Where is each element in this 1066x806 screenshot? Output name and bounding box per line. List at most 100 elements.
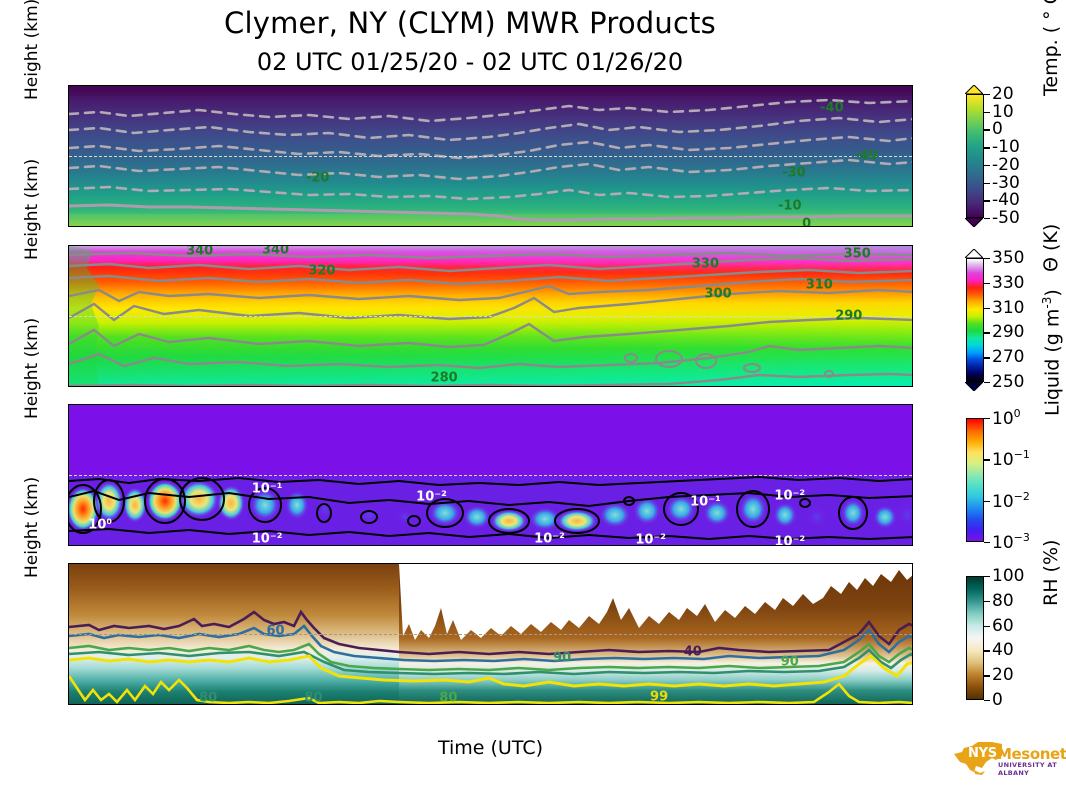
colorbar-temperature-min-arrow (965, 218, 984, 227)
colorbar-tick-label: -10 (992, 137, 1020, 158)
colorbar-tick-mark (984, 282, 990, 285)
colorbar-tick-mark (984, 218, 990, 220)
contour-label: 90 (553, 650, 572, 666)
x-tick-mark (812, 704, 814, 705)
colorbar-tick-mark (984, 576, 990, 578)
colorbar-tick-mark (984, 164, 990, 167)
colorbar-tick-mark (984, 147, 990, 149)
logo-nys-text: NYS (968, 746, 997, 761)
colorbar-tick-mark (984, 650, 990, 652)
x-tick-mark (218, 704, 220, 705)
colorbar-tick-label: 80 (992, 590, 1014, 611)
y-axis-title-rh: Height (km) (22, 476, 42, 578)
x-tick-mark (515, 704, 517, 705)
y-axis-title-liquid: Height (km) (22, 317, 42, 419)
colorbar-tick-label: 10−2 (992, 489, 1030, 512)
panel-temperature: -40-40-30-20-100 10 5 0 (68, 85, 913, 227)
contour-label: 80 (199, 690, 218, 705)
x-tick-mark (440, 704, 442, 705)
page-title: Clymer, NY (CLYM) MWR Products (224, 6, 716, 40)
colorbar-tick-mark (984, 94, 990, 96)
contour-label: 60 (266, 623, 285, 639)
colorbar-tick-mark (984, 258, 990, 260)
colorbar-tick-label: 10 (992, 101, 1014, 122)
colorbar-tick-mark (984, 200, 990, 202)
colorbar-temperature-gradient (966, 94, 984, 218)
contour-label: -40 (853, 148, 878, 164)
contour-label: 99 (650, 689, 669, 705)
y-axis-title-theta: Height (km) (22, 158, 42, 260)
logo-university-text: UNIVERSITY AT ALBANY (998, 761, 1057, 777)
colorbar-tick-mark (984, 542, 990, 544)
contour-label: -10 (778, 198, 802, 214)
colorbar-tick-label: -30 (992, 172, 1020, 193)
rh-contour-labels: 60 40 90 90 80 80 80 99 (69, 564, 912, 704)
colorbar-theta-gradient (966, 258, 984, 382)
colorbar-tick-label: 20 (992, 665, 1014, 686)
contour-label: 10⁻¹ (251, 481, 283, 497)
colorbar-tick-mark (984, 500, 990, 503)
x-tick-mark (292, 704, 294, 705)
x-tick-mark (589, 704, 591, 705)
colorbar-tick-label: 0 (992, 119, 1003, 140)
colorbar-tick-label: 250 (992, 372, 1025, 392)
colorbar-temperature-max-arrow (965, 85, 984, 94)
reference-line-5km (69, 475, 912, 476)
contour-label: 10⁻² (774, 534, 806, 546)
colorbar-tick-mark (984, 332, 990, 334)
x-axis-title: Time (UTC) (437, 737, 544, 759)
contour-label: 80 (304, 690, 323, 705)
colorbar-tick-label: 40 (992, 640, 1014, 661)
colorbar-tick-mark (984, 625, 990, 627)
x-tick-mark (737, 704, 739, 705)
colorbar-tick-mark (984, 459, 990, 461)
contour-label: 90 (780, 654, 799, 670)
colorbar-rh: 100 80 60 40 20 0 (966, 566, 1024, 710)
page-subtitle: 02 UTC 01/25/20 - 02 UTC 01/26/20 (256, 48, 684, 76)
colorbar-tick-label: 290 (992, 322, 1025, 343)
x-tick-mark (69, 704, 71, 705)
colorbar-rh-title: RH (%) (1040, 539, 1062, 606)
contour-label: 350 (843, 246, 871, 262)
nys-mesonet-logo: NYS Mesonet UNIVERSITY AT ALBANY (952, 738, 1066, 778)
contour-label: 10⁻² (635, 532, 666, 546)
contour-label: 290 (835, 308, 863, 324)
new-york-state-shape-icon (954, 742, 1002, 775)
contour-label: 310 (805, 277, 833, 292)
colorbar-rh-gradient (966, 576, 984, 700)
colorbar-tick-mark (984, 307, 990, 309)
contour-label: 10⁰ (88, 517, 113, 533)
colorbar-tick-label: 350 (992, 248, 1025, 268)
contour-label: 280 (430, 370, 458, 386)
theta-contour-labels: 340 340 350 330 320 310 300 290 280 (69, 246, 912, 386)
temperature-contour-labels: -40 -40 -30 -20 -10 0 (69, 86, 912, 226)
reference-line-5km (69, 316, 912, 317)
colorbar-liquid: 100 10−1 10−2 10−3 (966, 407, 1030, 553)
contour-label: 40 (683, 644, 702, 659)
colorbar-liquid-title: Liquid (g m-3) (1040, 289, 1064, 416)
colorbar-tick-mark (984, 182, 990, 184)
reference-line-5km (69, 634, 912, 635)
colorbar-tick-mark (984, 129, 990, 131)
contour-label: -20 (305, 170, 330, 186)
contour-label: 330 (691, 256, 720, 271)
y-axis-title-temperature: Height (km) (22, 0, 42, 100)
colorbar-theta-title: Θ (K) (1040, 223, 1062, 272)
contour-label: 10⁻¹ (690, 494, 721, 510)
colorbar-theta-max-arrow (965, 249, 984, 258)
colorbar-tick-label: 20 (992, 84, 1014, 104)
reference-line-5km (69, 156, 912, 157)
x-tick-mark (663, 704, 665, 705)
colorbar-tick-mark (984, 357, 990, 359)
colorbar-temperature-title: Temp. ( ° C) (1040, 0, 1062, 96)
colorbar-tick-mark (984, 418, 990, 420)
colorbar-liquid-gradient (966, 418, 984, 542)
colorbar-tick-mark (984, 111, 990, 114)
logo-mesonet-text: Mesonet (997, 745, 1066, 763)
colorbar-tick-label: -50 (992, 208, 1020, 228)
colorbar-tick-label: 10−3 (992, 531, 1030, 553)
colorbar-tick-mark (984, 600, 990, 603)
colorbar-theta: 350 330 310 290 270 250 (965, 248, 1024, 392)
